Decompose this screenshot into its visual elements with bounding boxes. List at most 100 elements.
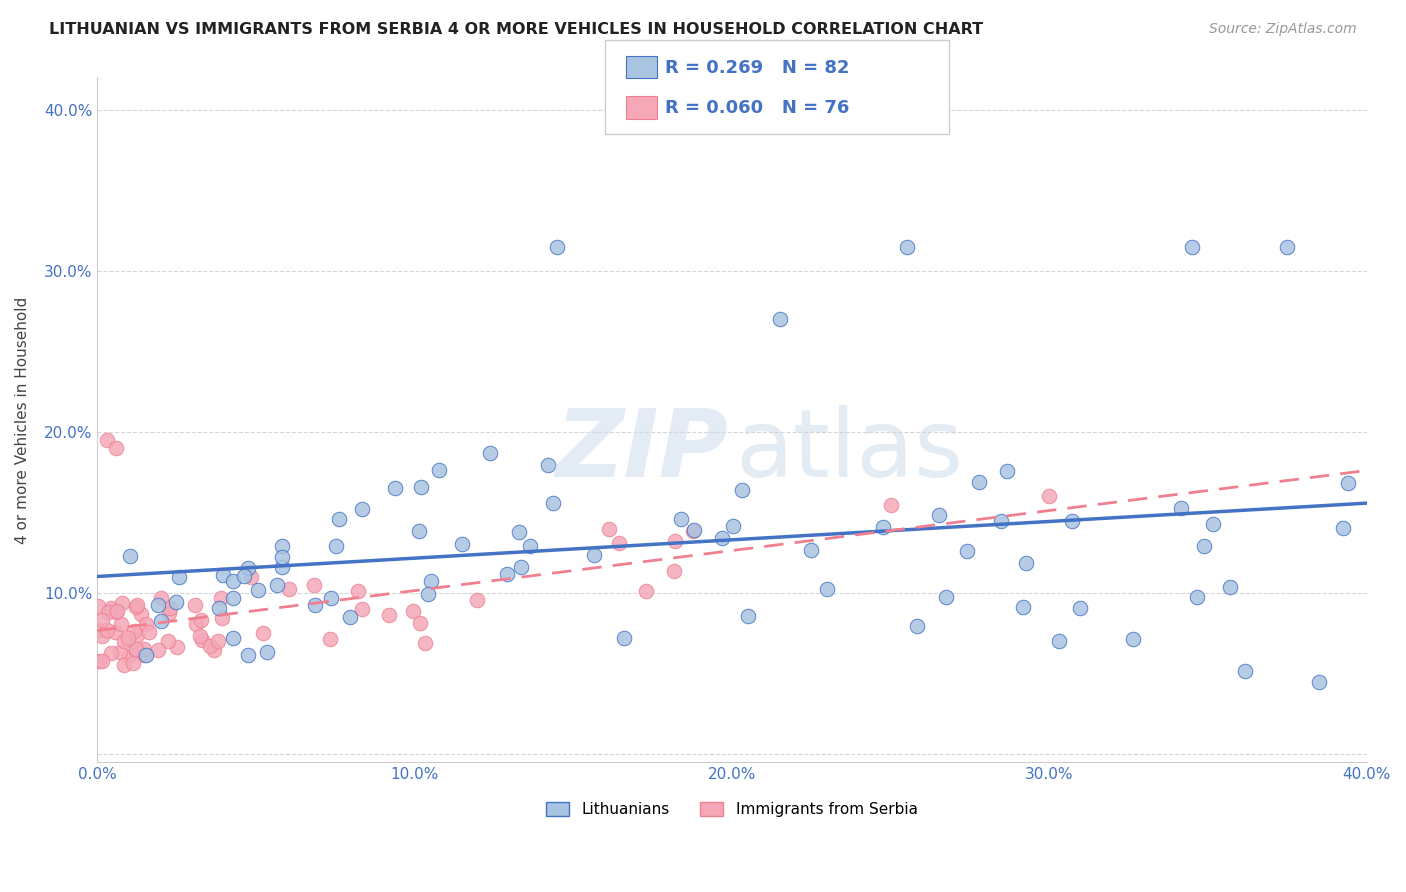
Point — [328, 512, 350, 526]
Point — [1185, 591, 1208, 605]
Point — [1062, 514, 1084, 528]
Point — [105, 604, 128, 618]
Point — [125, 641, 148, 656]
Point — [138, 624, 160, 639]
Point — [419, 574, 441, 588]
Point — [519, 539, 541, 553]
Point — [236, 648, 259, 662]
Point — [209, 591, 232, 605]
Point — [350, 501, 373, 516]
Point — [271, 549, 294, 564]
Point — [200, 639, 222, 653]
Point — [450, 537, 472, 551]
Text: R = 0.060   N = 76: R = 0.060 N = 76 — [665, 99, 849, 117]
Point — [325, 539, 347, 553]
Point — [165, 595, 187, 609]
Point — [737, 609, 759, 624]
Point — [97, 605, 120, 619]
Point — [607, 536, 630, 550]
Point — [1233, 664, 1256, 678]
Point — [1014, 556, 1036, 570]
Point — [120, 549, 142, 563]
Point — [207, 633, 229, 648]
Point — [125, 598, 148, 612]
Point — [111, 596, 134, 610]
Point — [112, 658, 135, 673]
Point — [723, 519, 745, 533]
Point — [956, 543, 979, 558]
Point — [112, 634, 135, 648]
Point — [222, 591, 245, 606]
Point — [711, 532, 734, 546]
Point — [100, 600, 122, 615]
Point — [90, 629, 112, 643]
Point — [1277, 240, 1299, 254]
Point — [1202, 516, 1225, 531]
Text: R = 0.269   N = 82: R = 0.269 N = 82 — [665, 59, 849, 77]
Point — [221, 574, 243, 589]
Point — [339, 610, 361, 624]
Point — [304, 599, 326, 613]
Point — [190, 613, 212, 627]
Point — [304, 577, 326, 591]
Point — [132, 642, 155, 657]
Point — [872, 520, 894, 534]
Point — [122, 624, 145, 638]
Point — [546, 240, 568, 254]
Point — [167, 570, 190, 584]
Point — [121, 656, 143, 670]
Point — [90, 613, 112, 627]
Point — [157, 606, 180, 620]
Point — [935, 590, 957, 604]
Point — [1308, 674, 1330, 689]
Point — [416, 587, 439, 601]
Point — [157, 633, 180, 648]
Point — [146, 643, 169, 657]
Point — [1333, 521, 1355, 535]
Text: atlas: atlas — [735, 405, 965, 497]
Point — [246, 583, 269, 598]
Point — [110, 617, 132, 632]
Point — [100, 646, 122, 660]
Point — [465, 593, 488, 607]
Point — [1170, 501, 1192, 516]
Point — [347, 584, 370, 599]
Point — [191, 632, 214, 647]
Point — [880, 498, 903, 512]
Point — [118, 649, 141, 664]
Point — [184, 616, 207, 631]
Point — [928, 508, 950, 523]
Point — [131, 607, 153, 621]
Point — [110, 645, 132, 659]
Point — [222, 632, 245, 646]
Point — [669, 512, 692, 526]
Point — [125, 643, 148, 657]
Point — [148, 598, 170, 612]
Point — [402, 604, 425, 618]
Point — [664, 533, 686, 548]
Point — [510, 560, 533, 574]
Point — [815, 582, 838, 597]
Point — [995, 464, 1018, 478]
Point — [769, 312, 792, 326]
Point — [496, 566, 519, 581]
Point — [278, 582, 301, 596]
Point — [1218, 580, 1240, 594]
Point — [86, 599, 108, 613]
Point — [202, 643, 225, 657]
Point — [413, 636, 436, 650]
Y-axis label: 4 or more Vehicles in Household: 4 or more Vehicles in Household — [15, 296, 30, 543]
Point — [104, 624, 127, 639]
Point — [252, 626, 274, 640]
Point — [125, 599, 148, 614]
Point — [256, 645, 278, 659]
Point — [1047, 634, 1070, 648]
Point — [125, 628, 148, 642]
Point — [150, 614, 173, 628]
Point — [479, 446, 502, 460]
Point — [96, 433, 118, 447]
Point — [378, 607, 401, 622]
Point — [188, 629, 211, 643]
Point — [411, 480, 433, 494]
Point — [1122, 632, 1144, 647]
